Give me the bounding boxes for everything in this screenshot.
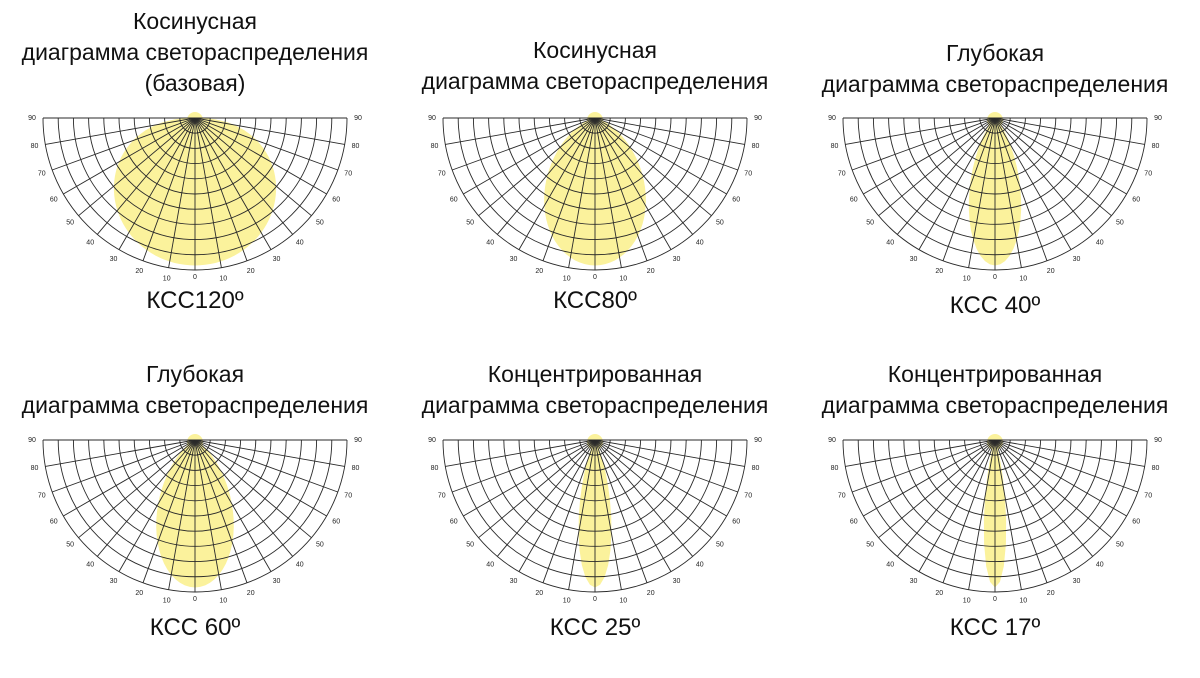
angle-tick-label: 30 <box>510 578 518 585</box>
angle-tick-label: 50 <box>1116 542 1124 549</box>
angle-tick-label: 40 <box>1096 562 1104 569</box>
angle-tick-label: 90 <box>354 437 362 444</box>
angle-tick-label: 60 <box>50 518 58 525</box>
angle-tick-label: 40 <box>886 562 894 569</box>
angle-tick-label: 20 <box>247 590 255 597</box>
angle-tick-label: 50 <box>466 542 474 549</box>
angle-tick-label: 60 <box>850 518 858 525</box>
angle-tick-label: 30 <box>273 578 281 585</box>
angle-tick-label: 70 <box>438 493 446 500</box>
angle-tick-label: 90 <box>28 437 36 444</box>
angle-tick-label: 70 <box>344 493 352 500</box>
angle-tick-label: 40 <box>486 562 494 569</box>
polar-grid <box>843 440 1147 592</box>
angle-tick-label: 30 <box>673 578 681 585</box>
polar-grid <box>43 440 347 592</box>
angle-tick-label: 50 <box>66 542 74 549</box>
angle-tick-label: 80 <box>831 465 839 472</box>
polar-diagram: 90 90 80 80 70 70 60 60 50 50 40 40 30 30 20 20 10 10 0 <box>795 0 1195 620</box>
angle-tick-label: 80 <box>352 465 360 472</box>
angle-tick-label: 10 <box>219 597 227 604</box>
angle-tick-label: 70 <box>1144 493 1152 500</box>
angle-tick-label: 20 <box>1047 590 1055 597</box>
angle-tick-label: 70 <box>838 493 846 500</box>
angle-tick-label: 90 <box>828 437 836 444</box>
angle-tick-label: 10 <box>619 597 627 604</box>
angle-tick-label: 50 <box>866 542 874 549</box>
angle-tick-label: 20 <box>535 590 543 597</box>
angle-tick-label: 60 <box>332 518 340 525</box>
angle-tick-label: 10 <box>1019 597 1027 604</box>
angle-tick-label: 0 <box>993 596 997 603</box>
angle-tick-label: 60 <box>732 518 740 525</box>
angle-tick-label: 10 <box>163 597 171 604</box>
angle-tick-label: 40 <box>86 562 94 569</box>
angle-tick-label: 0 <box>593 596 597 603</box>
angle-tick-label: 50 <box>716 542 724 549</box>
angle-tick-label: 80 <box>431 465 439 472</box>
angle-tick-label: 10 <box>563 597 571 604</box>
angle-tick-label: 40 <box>296 562 304 569</box>
diagram-caption: КСС 60º <box>0 614 395 642</box>
diagram-caption: КСС 25º <box>395 614 795 642</box>
polar-diagram: 90 90 80 80 70 70 60 60 50 50 40 40 30 30 20 20 10 10 0 <box>0 0 395 620</box>
angle-tick-label: 10 <box>963 597 971 604</box>
angle-tick-label: 30 <box>110 578 118 585</box>
angle-tick-label: 50 <box>316 542 324 549</box>
angle-tick-label: 60 <box>450 518 458 525</box>
angle-tick-label: 0 <box>193 596 197 603</box>
angle-tick-label: 80 <box>752 465 760 472</box>
angle-tick-label: 70 <box>744 493 752 500</box>
diagram-caption: КСС 17º <box>795 614 1195 642</box>
angle-tick-label: 80 <box>1152 465 1160 472</box>
angle-tick-label: 30 <box>910 578 918 585</box>
angle-tick-label: 30 <box>1073 578 1081 585</box>
angle-tick-label: 90 <box>754 437 762 444</box>
angle-tick-label: 80 <box>31 465 39 472</box>
angle-tick-label: 90 <box>1154 437 1162 444</box>
angle-tick-label: 40 <box>696 562 704 569</box>
polar-diagram: 90 90 80 80 70 70 60 60 50 50 40 40 30 30 20 20 10 10 0 <box>395 0 795 620</box>
angle-tick-label: 70 <box>38 493 46 500</box>
angle-tick-label: 20 <box>935 590 943 597</box>
angle-tick-label: 60 <box>1132 518 1140 525</box>
angle-tick-label: 90 <box>428 437 436 444</box>
angle-tick-label: 20 <box>135 590 143 597</box>
angle-tick-label: 20 <box>647 590 655 597</box>
polar-grid <box>443 440 747 592</box>
